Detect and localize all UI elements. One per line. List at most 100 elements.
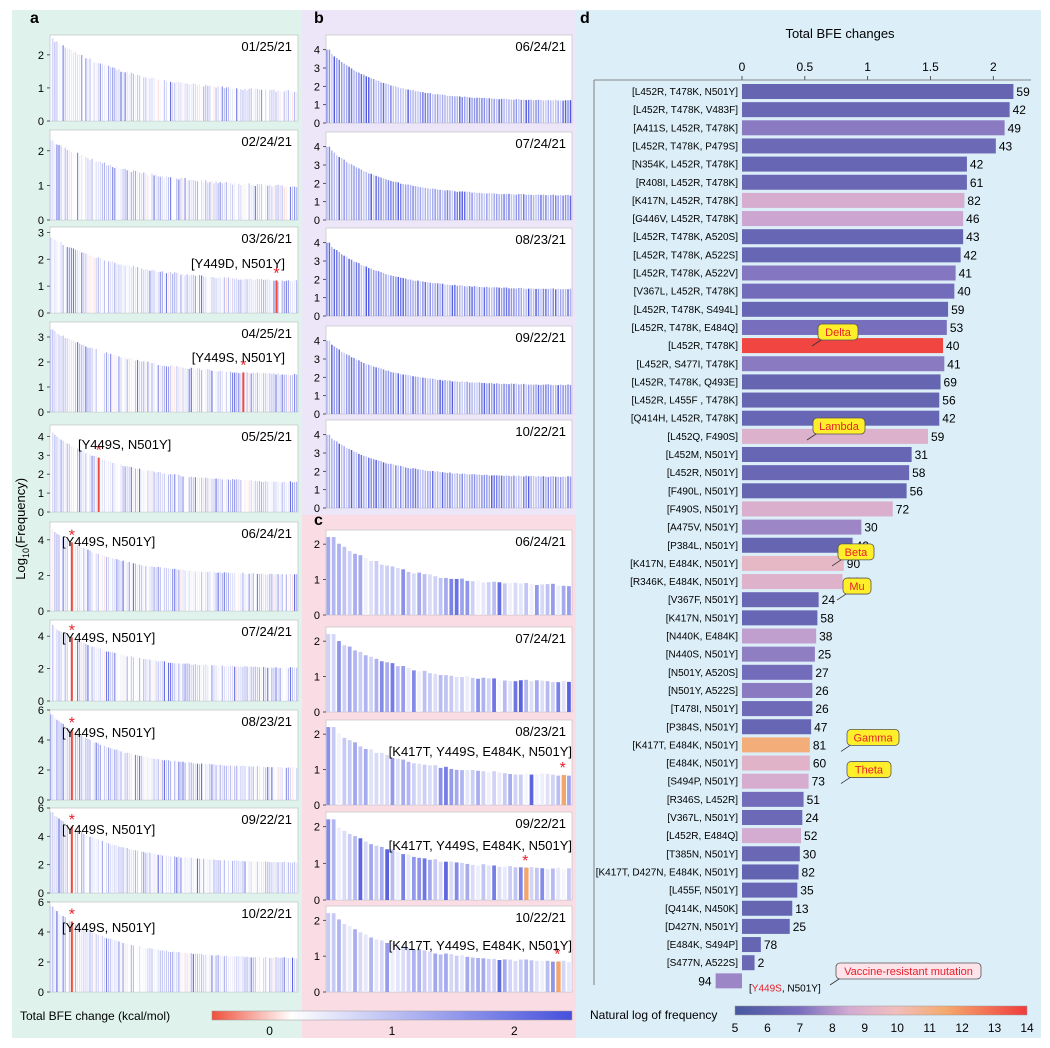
distribution-bar [439,283,441,316]
distribution-bar [213,86,215,121]
date-label: 04/25/21 [241,326,292,341]
y-tick-label: 6 [38,897,44,909]
distribution-bar [170,81,172,121]
distribution-bar [184,178,186,220]
distribution-bar [174,474,176,512]
marker-asterisk: * [69,527,75,544]
bar-18 [742,392,940,408]
distribution-bar [89,739,91,800]
distribution-bar [569,476,572,508]
distribution-bar [223,765,225,800]
distribution-bar [68,825,70,893]
bar-1 [742,84,1014,99]
y-tick-label: 4 [314,430,320,442]
distribution-bar [267,861,269,893]
distribution-bar [167,855,170,893]
distribution-bar [481,382,483,414]
bar-category-label: [N501Y, A520S] [668,668,738,679]
distribution-bar [132,657,134,701]
distribution-bar [463,381,466,414]
distribution-bar [342,546,347,615]
distribution-bar [130,72,132,121]
distribution-bar [172,82,174,121]
bar-category-label: [L452R, T478K, S494L] [634,305,739,316]
distribution-bar [414,91,417,123]
distribution-bar [225,572,227,611]
distribution-bar [502,680,507,712]
distribution-bar [279,668,281,701]
distribution-bar [503,287,505,316]
distribution-bar [153,270,155,313]
distribution-bar [136,267,139,313]
distribution-bar [108,460,110,512]
bfe-colorbar-label: Total BFE change (kcal/mol) [20,1009,170,1023]
distribution-bar [54,718,56,800]
distribution-bar [151,470,153,512]
distribution-bar [227,572,230,611]
distribution-bar [277,90,279,121]
distribution-bar [116,559,118,611]
distribution-bar [132,265,134,313]
distribution-bar [213,764,215,800]
y-tick-label: 1 [314,391,320,403]
distribution-bar [265,574,267,611]
frequency-colorbar-gradient [734,1005,1028,1016]
distribution-bar [114,463,116,512]
distribution-bar [250,88,252,121]
distribution-bar [250,373,252,412]
distribution-bar [510,383,513,414]
distribution-bar [95,553,97,611]
distribution-bar [446,472,449,508]
frequency-colorbar-tick: 6 [764,1021,771,1035]
distribution-bar [159,759,161,800]
distribution-bar [497,582,502,615]
distribution-bar [263,573,265,611]
distribution-bar [422,670,427,712]
distribution-bar [122,655,124,701]
distribution-bar [273,89,275,121]
distribution-bar [64,823,66,893]
distribution-bar [331,634,336,712]
distribution-bar [161,271,163,313]
distribution-bar [277,862,279,893]
y-tick-label: 1 [38,83,44,95]
distribution-bar [186,663,188,701]
distribution-bar [167,81,170,121]
distribution-bar [215,87,217,121]
plot-frame [49,321,299,413]
distribution-bar [99,744,101,800]
distribution-bar [178,179,180,220]
distribution-bar [103,745,106,800]
distribution-bar [419,92,422,123]
distribution-bar [495,475,498,508]
distribution-bar [296,767,298,800]
distribution-bar [167,951,170,992]
distribution-bar [399,465,402,508]
distribution-bar [132,467,134,512]
distribution-bar [194,477,196,512]
distribution-bar [192,664,194,701]
distribution-bar [244,279,246,313]
distribution-bar [122,847,124,893]
distribution-bar [215,370,217,412]
distribution-bar [219,478,221,512]
distribution-bar [287,767,289,800]
distribution-bar [81,344,83,412]
distribution-bar [343,63,345,123]
distribution-bar [407,375,409,414]
distribution-bar [240,479,242,512]
distribution-bar [271,186,273,220]
distribution-bar [390,372,392,414]
callout-box [812,417,866,435]
distribution-bar [343,159,345,220]
distribution-bar [145,470,147,512]
distribution-bar [520,475,523,508]
distribution-bar [136,658,139,701]
distribution-bar [190,762,192,800]
highlight-bar [70,826,73,893]
distribution-bar [134,468,137,512]
distribution-bar [85,643,87,701]
distribution-bar [338,349,340,414]
distribution-bar [184,856,186,893]
